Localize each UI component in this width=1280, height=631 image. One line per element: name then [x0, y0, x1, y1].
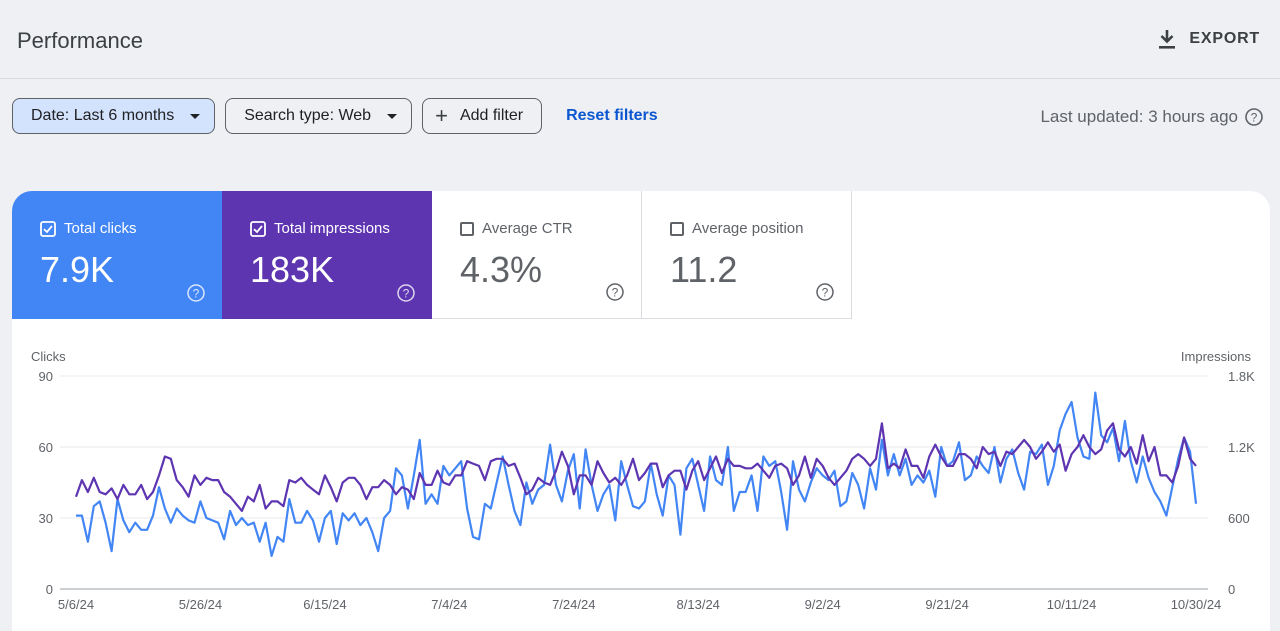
metric-value: 11.2	[670, 249, 738, 290]
series-line-impressions	[74, 422, 1197, 512]
last-updated-text: Last updated: 3 hours ago	[1040, 107, 1238, 126]
y2-tick-label: 1.8K	[1228, 369, 1255, 384]
x-tick-label: 6/15/24	[303, 597, 346, 611]
last-updated: Last updated: 3 hours ago ?	[1040, 107, 1264, 127]
metric-tabs: Total clicks 7.9K ? Total impressions 18…	[12, 191, 852, 319]
svg-text:?: ?	[193, 287, 200, 301]
metric-total-impressions[interactable]: Total impressions 183K ?	[222, 191, 432, 319]
metric-label-text: Average CTR	[482, 220, 573, 237]
metric-value: 183K	[250, 249, 335, 290]
svg-text:?: ?	[822, 286, 829, 300]
page-title: Performance	[17, 28, 143, 53]
y-axis-label: Clicks	[31, 349, 66, 364]
x-tick-label: 7/4/24	[431, 597, 467, 611]
x-tick-label: 9/2/24	[805, 597, 841, 611]
svg-text:?: ?	[403, 287, 410, 301]
checkbox-unchecked-icon[interactable]	[460, 221, 474, 236]
metric-label: Total impressions	[250, 220, 390, 237]
add-filter-button[interactable]: + Add filter	[422, 98, 543, 134]
caret-down-icon	[387, 113, 398, 119]
x-tick-label: 5/6/24	[58, 597, 94, 611]
filter-bar: Date: Last 6 months Search type: Web + A…	[12, 98, 658, 134]
x-tick-label: 7/24/24	[552, 597, 595, 611]
add-filter-label: Add filter	[459, 107, 524, 124]
y2-tick-label: 600	[1228, 511, 1250, 526]
caret-down-icon	[190, 113, 201, 119]
metric-total-clicks[interactable]: Total clicks 7.9K ?	[12, 191, 222, 319]
x-tick-label: 8/13/24	[677, 597, 720, 611]
x-tick-label: 5/26/24	[179, 597, 222, 611]
y2-tick-label: 1.2K	[1228, 440, 1255, 455]
help-icon[interactable]: ?	[815, 282, 835, 302]
y-tick-label: 60	[39, 440, 53, 455]
x-tick-label: 9/21/24	[925, 597, 968, 611]
svg-text:?: ?	[1251, 111, 1258, 125]
metric-label: Total clicks	[40, 220, 137, 237]
help-icon[interactable]: ?	[605, 282, 625, 302]
y2-tick-label: 0	[1228, 582, 1235, 597]
metric-label: Average CTR	[460, 220, 573, 237]
metric-value: 7.9K	[40, 249, 115, 290]
checkbox-checked-icon[interactable]	[250, 220, 266, 237]
checkbox-checked-icon[interactable]	[40, 220, 56, 237]
date-filter-chip[interactable]: Date: Last 6 months	[12, 98, 216, 134]
y-tick-label: 0	[46, 582, 53, 597]
y-tick-label: 90	[39, 369, 53, 384]
help-icon[interactable]: ?	[186, 283, 206, 303]
export-button[interactable]: EXPORT	[1157, 28, 1260, 50]
x-tick-label: 10/11/24	[1047, 597, 1097, 611]
metric-label-text: Average position	[692, 220, 804, 237]
checkbox-unchecked-icon[interactable]	[670, 221, 684, 236]
date-filter-label: Date: Last 6 months	[31, 107, 175, 124]
export-label: EXPORT	[1189, 30, 1260, 47]
series-line-clicks	[76, 391, 1198, 557]
x-tick-label: 10/30/24	[1171, 597, 1222, 611]
metric-label-text: Total impressions	[274, 220, 390, 237]
reset-filters-link[interactable]: Reset filters	[566, 107, 658, 124]
help-icon[interactable]: ?	[396, 283, 416, 303]
svg-text:?: ?	[612, 286, 619, 300]
plus-icon: +	[435, 103, 448, 128]
help-icon[interactable]: ?	[1244, 107, 1264, 127]
performance-chart[interactable]: 0 0 30 600 60 1.2K 90 1.8K Clicks Impressions 5/6/…	[12, 191, 1270, 611]
metric-label-text: Total clicks	[64, 220, 137, 237]
metric-value: 4.3%	[460, 249, 543, 290]
y2-axis-label: Impressions	[1181, 349, 1252, 364]
download-icon	[1159, 30, 1176, 49]
metric-label: Average position	[670, 220, 803, 237]
page-header: Performance EXPORT	[0, 0, 1280, 79]
metric-average-ctr[interactable]: Average CTR 4.3% ?	[432, 191, 642, 319]
y-tick-label: 30	[39, 511, 53, 526]
search-type-label: Search type: Web	[244, 107, 372, 124]
metric-average-position[interactable]: Average position 11.2 ?	[642, 191, 852, 319]
search-type-chip[interactable]: Search type: Web	[225, 98, 413, 134]
performance-card: Total clicks 7.9K ? Total impressions 18…	[12, 191, 1270, 631]
